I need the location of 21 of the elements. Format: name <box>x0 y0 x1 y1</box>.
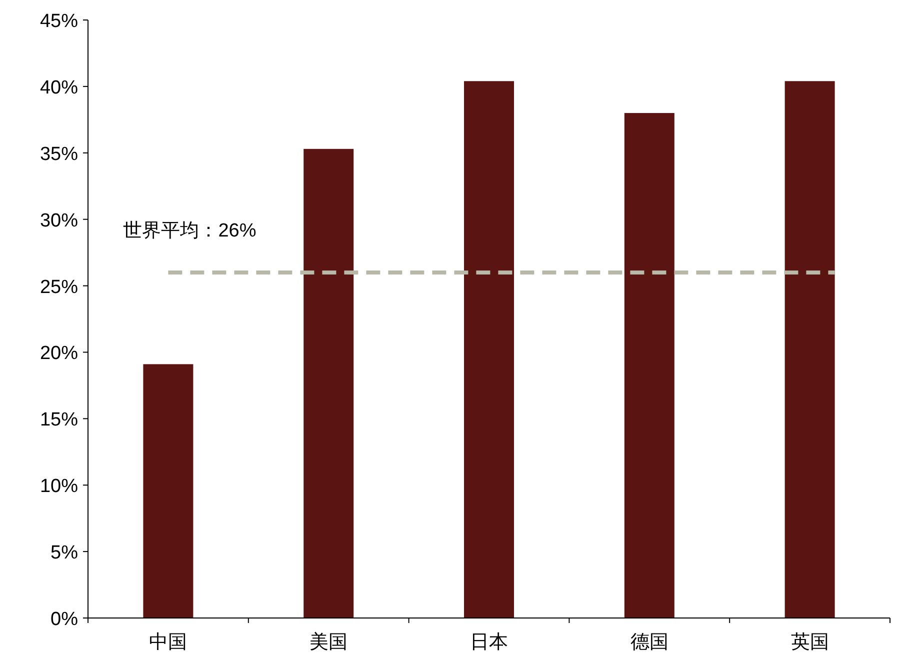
x-tick-label: 美国 <box>310 631 348 653</box>
y-tick-label: 20% <box>40 343 78 364</box>
bar <box>464 81 514 618</box>
y-tick-label: 25% <box>40 276 78 298</box>
bar <box>624 113 674 618</box>
ref-line-label: 世界平均：26% <box>123 220 256 242</box>
bar <box>784 81 835 618</box>
bar <box>143 364 194 618</box>
y-tick-label: 5% <box>50 542 78 564</box>
y-tick-label: 10% <box>40 476 78 498</box>
y-tick-label: 15% <box>40 410 78 431</box>
bar <box>304 148 354 618</box>
y-tick-label: 40% <box>40 77 78 98</box>
y-tick-label: 45% <box>40 11 78 32</box>
x-tick-label: 日本 <box>470 632 508 653</box>
x-tick-label: 德国 <box>630 632 668 653</box>
y-tick-label: 35% <box>40 144 78 165</box>
y-tick-label: 30% <box>40 210 78 232</box>
y-tick-label: 0% <box>50 609 78 630</box>
x-tick-label: 中国 <box>149 632 188 653</box>
x-tick-label: 英国 <box>790 632 829 653</box>
